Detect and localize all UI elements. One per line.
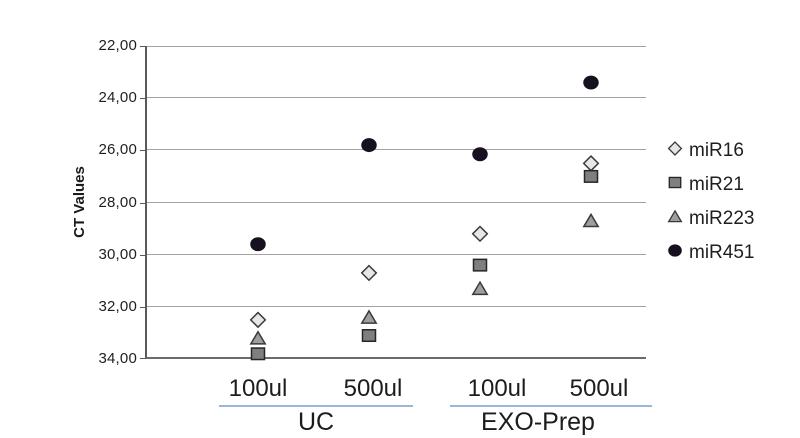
gridline-24: [147, 97, 646, 99]
plot-area: [145, 46, 646, 359]
diamond-icon: [666, 140, 684, 162]
gridline-32: [147, 305, 646, 307]
y-tick-label-26: 26,00: [98, 141, 137, 159]
y-tick-mark-32: [140, 306, 146, 308]
y-tick-mark-22: [140, 46, 146, 47]
group-label-exo-prep: EXO-Prep: [481, 408, 595, 436]
legend-label-mir451: miR451: [689, 242, 755, 263]
legend-item-mir21: miR21: [666, 174, 754, 196]
legend-item-mir16: miR16: [666, 140, 754, 162]
gridline-28: [147, 201, 646, 203]
group-label-uc: UC: [297, 408, 335, 436]
gridline-30: [147, 253, 646, 255]
gridline-26: [147, 149, 646, 151]
y-tick-label-34: 34,00: [98, 350, 137, 367]
legend-item-mir223: miR223: [666, 208, 754, 230]
y-tick-label-30: 30,00: [98, 245, 137, 263]
y-tick-mark-30: [140, 254, 146, 256]
y-tick-label-32: 32,00: [98, 297, 137, 315]
y-tick-label-24: 24,00: [98, 89, 137, 107]
x-label-exo-prep-100ul: 100ul: [467, 375, 527, 402]
x-label-uc-500ul: 500ul: [343, 375, 403, 402]
legend-label-mir21: miR21: [689, 174, 744, 195]
group-underline-uc: [219, 405, 413, 407]
y-tick-mark-28: [140, 202, 146, 204]
group-underline-exo-prep: [450, 405, 652, 407]
legend-label-mir16: miR16: [689, 140, 744, 161]
y-tick-label-22: 22,00: [98, 37, 137, 54]
x-label-exo-prep-500ul: 500ul: [569, 375, 629, 402]
square-icon: [666, 174, 684, 196]
legend-item-mir451: miR451: [666, 242, 754, 264]
circle-icon: [666, 242, 684, 264]
y-tick-mark-34: [140, 358, 146, 359]
y-tick-mark-26: [140, 150, 146, 152]
y-tick-label-28: 28,00: [98, 193, 137, 211]
y-tick-mark-24: [140, 98, 146, 100]
gridline-22: [147, 46, 646, 47]
x-label-uc-100ul: 100ul: [228, 375, 288, 402]
legend-label-mir223: miR223: [689, 208, 755, 229]
triangle-icon: [666, 208, 684, 230]
legend: miR16 miR21 miR223 miR451: [666, 140, 754, 264]
